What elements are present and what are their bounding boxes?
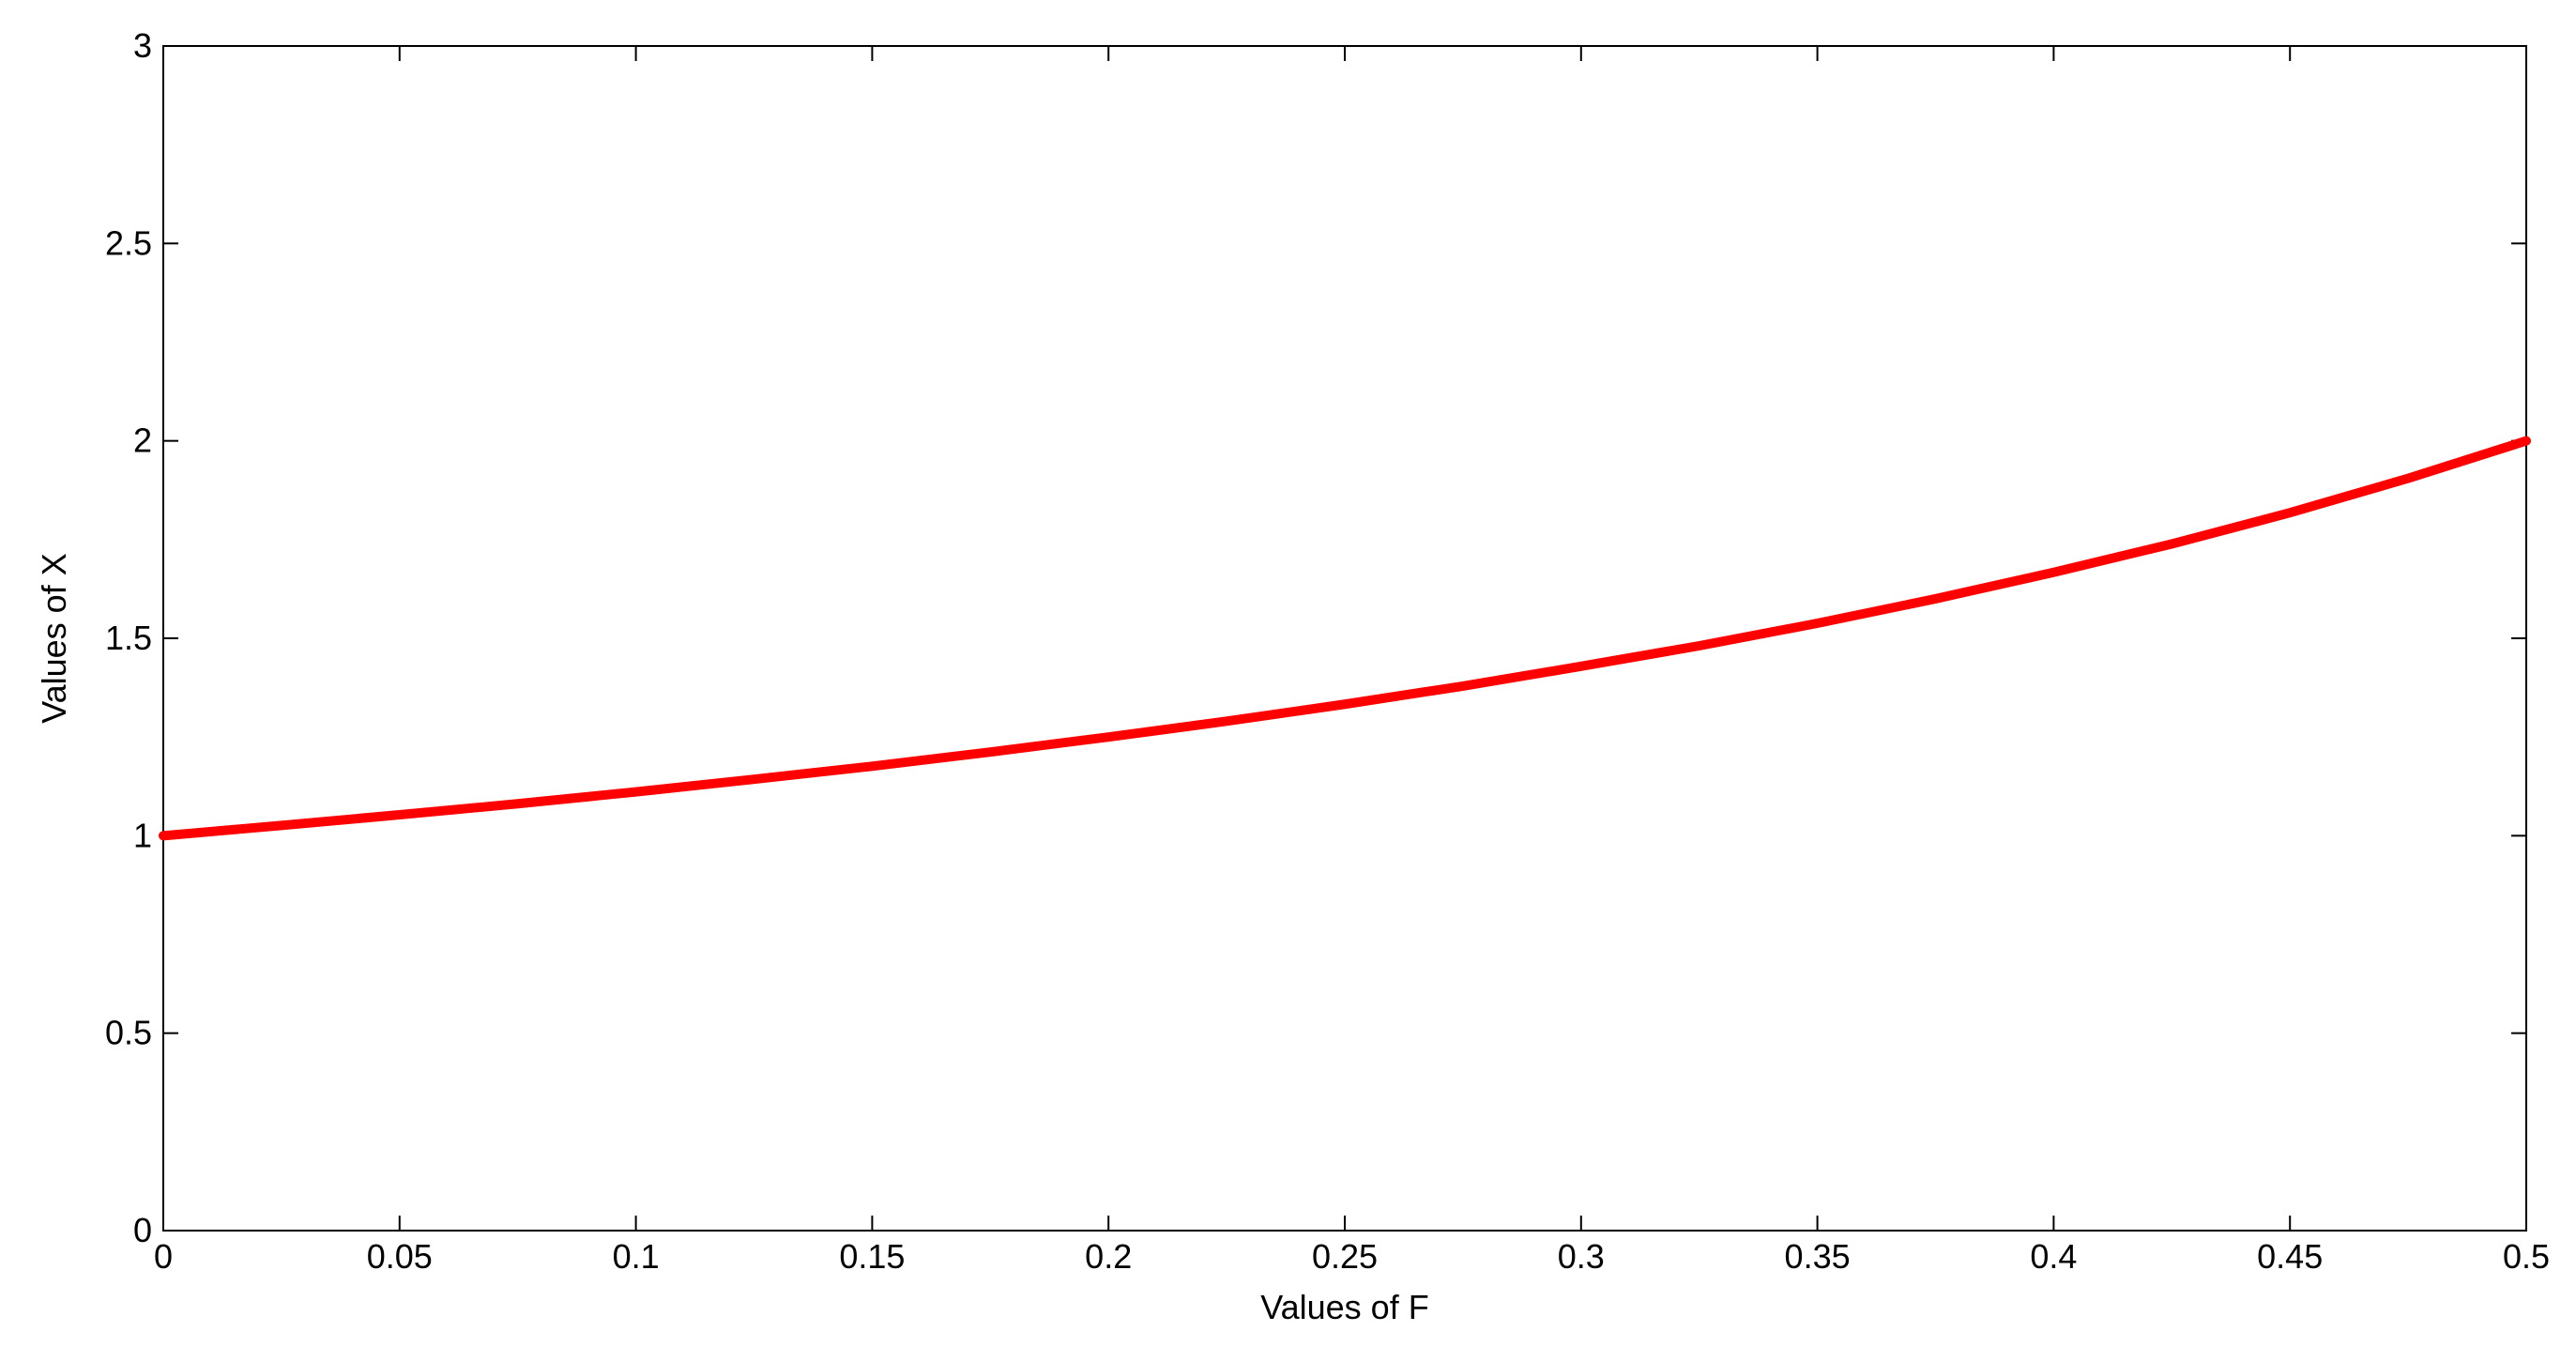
x-tick-label: 0.45 (2257, 1237, 2323, 1276)
x-axis-label: Values of F (1260, 1288, 1428, 1326)
data-line (159, 436, 2531, 841)
y-tick-label: 1.5 (105, 619, 152, 657)
y-tick-label: 3 (133, 26, 152, 65)
x-tick-label: 0.5 (2503, 1237, 2550, 1276)
x-tick-label: 0.2 (1085, 1237, 1132, 1276)
x-tick-label: 0.25 (1312, 1237, 1378, 1276)
x-tick-label: 0.3 (1558, 1237, 1605, 1276)
y-tick-label: 2.5 (105, 223, 152, 262)
x-tick-label: 0.35 (1785, 1237, 1851, 1276)
x-tick-label: 0.4 (2030, 1237, 2077, 1276)
x-tick-label: 0.05 (367, 1237, 433, 1276)
x-tick-label: 0 (154, 1237, 173, 1276)
x-tick-label: 0.15 (839, 1237, 905, 1276)
y-axis-label: Values of X (35, 553, 73, 723)
y-tick-label: 2 (133, 421, 152, 460)
y-tick-label: 0 (133, 1211, 152, 1249)
y-tick-label: 0.5 (105, 1014, 152, 1052)
x-tick-label: 0.1 (613, 1237, 660, 1276)
y-tick-label: 1 (133, 816, 152, 854)
